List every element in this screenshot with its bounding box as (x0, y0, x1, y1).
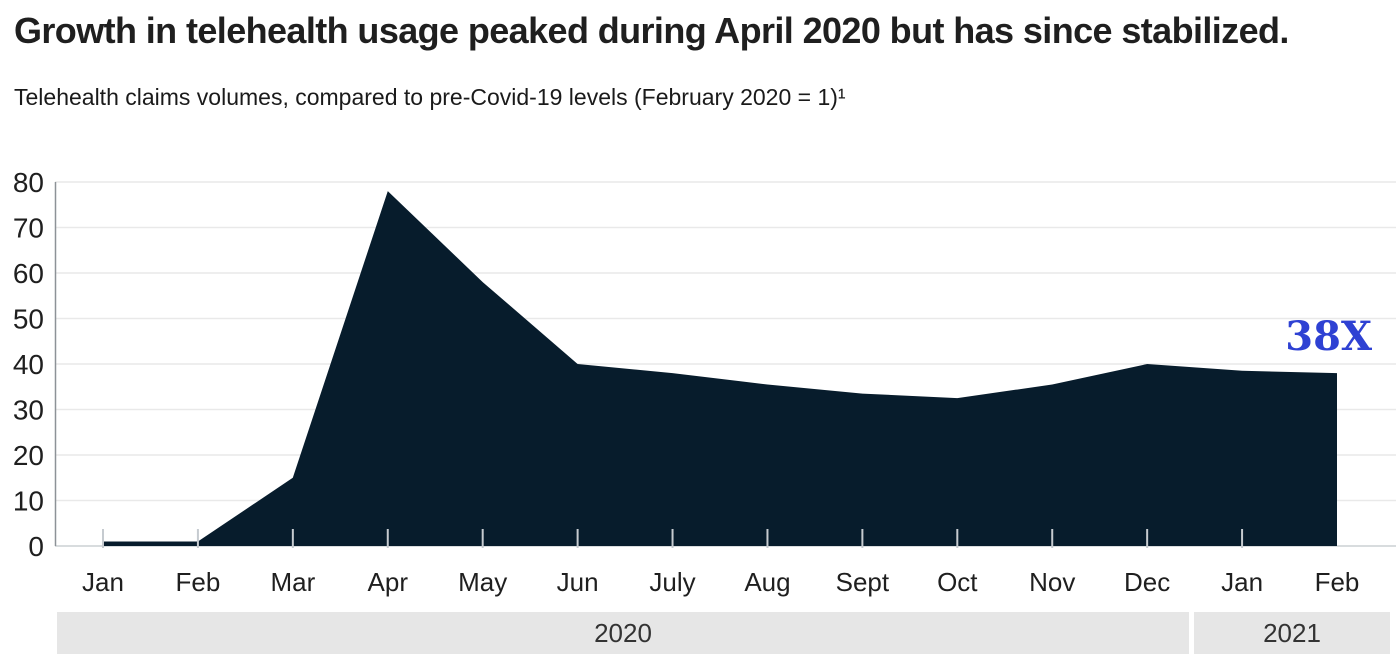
x-axis-label-8-sept: Sept (836, 567, 890, 597)
x-axis-label-3-apr: Apr (368, 567, 409, 597)
x-axis-year-band-2020: 2020 (57, 612, 1189, 654)
y-axis-label-80: 80 (13, 167, 44, 198)
x-axis-label-4-may: May (458, 567, 507, 597)
y-axis-label-10: 10 (13, 486, 44, 517)
chart-subtitle: Telehealth claims volumes, compared to p… (14, 84, 846, 110)
x-axis-label-12-jan: Jan (1221, 567, 1263, 597)
x-axis-label-5-jun: Jun (557, 567, 599, 597)
chart-title: Growth in telehealth usage peaked during… (14, 10, 1289, 51)
peak-multiple-annotation: 38X (1285, 313, 1372, 360)
y-axis-label-0: 0 (28, 531, 44, 562)
x-axis-year-band-2021: 2021 (1194, 612, 1390, 654)
y-axis-label-50: 50 (13, 304, 44, 335)
x-axis-label-13-feb: Feb (1315, 567, 1360, 597)
x-axis-label-2-mar: Mar (270, 567, 315, 597)
x-axis-label-0-jan: Jan (82, 567, 124, 597)
y-axis-label-40: 40 (13, 349, 44, 380)
year-band-2021-label: 2021 (1263, 617, 1321, 648)
x-axis-label-11-dec: Dec (1124, 567, 1170, 597)
x-axis-label-6-july: July (649, 567, 695, 597)
y-axis-label-70: 70 (13, 213, 44, 244)
year-band-2020-label: 2020 (594, 617, 652, 648)
y-axis-label-30: 30 (13, 395, 44, 426)
area-series-telehealth-claims (103, 191, 1337, 546)
x-axis-label-10-nov: Nov (1029, 567, 1075, 597)
x-axis-label-7-aug: Aug (744, 567, 790, 597)
y-axis-label-20: 20 (13, 440, 44, 471)
y-axis-label-60: 60 (13, 258, 44, 289)
x-axis-label-1-feb: Feb (176, 567, 221, 597)
x-axis-label-9-oct: Oct (937, 567, 978, 597)
